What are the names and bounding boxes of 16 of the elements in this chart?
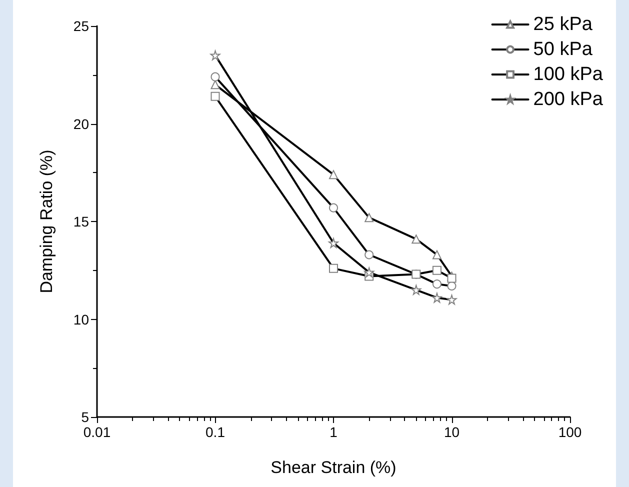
y-tick-label: 15 (73, 214, 90, 230)
x-tick-label: 100 (558, 424, 582, 440)
legend-label: 100 kPa (533, 64, 604, 85)
y-tick-label: 20 (73, 116, 90, 132)
x-tick-label: 0.1 (206, 424, 226, 440)
y-axis-title: Damping Ratio (%) (37, 150, 56, 294)
y-tick-label: 25 (73, 18, 90, 34)
y-tick-label: 5 (81, 409, 90, 425)
x-tick-label: 1 (330, 424, 338, 440)
x-tick-label: 0.01 (83, 424, 111, 440)
x-axis-title: Shear Strain (%) (270, 458, 396, 477)
y-tick-label: 10 (73, 311, 90, 328)
legend-label: 200 kPa (533, 89, 604, 110)
x-tick-label: 10 (444, 424, 460, 440)
legend-label: 25 kPa (533, 14, 593, 35)
legend-label: 50 kPa (533, 39, 593, 60)
